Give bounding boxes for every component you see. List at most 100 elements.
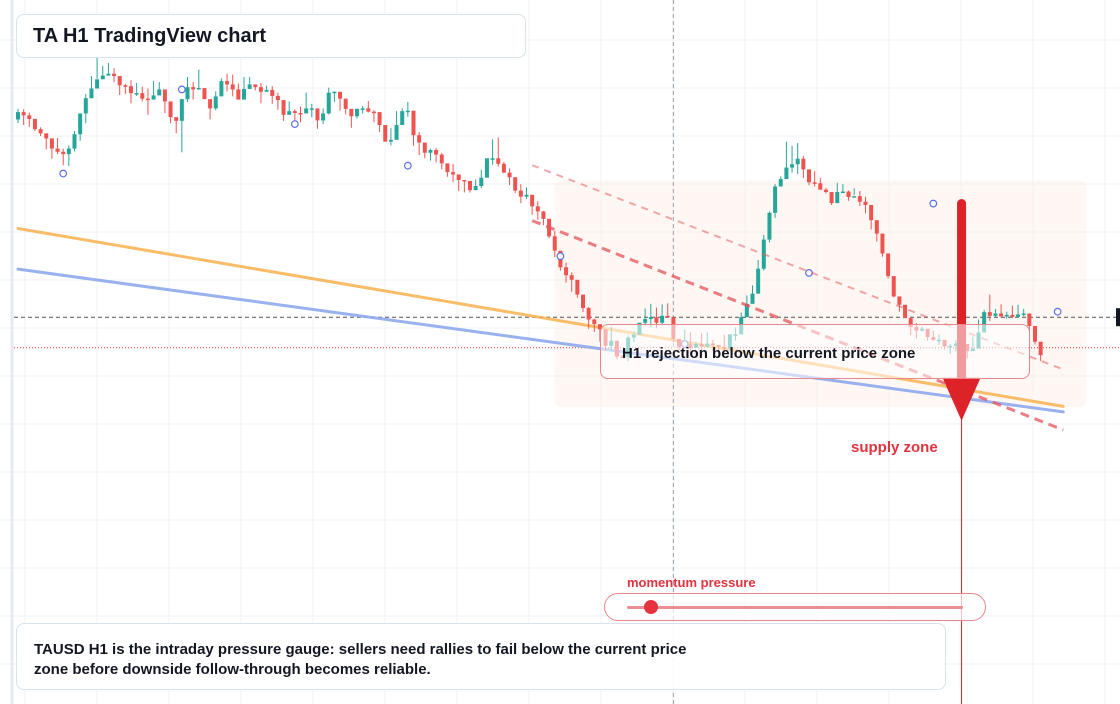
candle-down (846, 191, 851, 198)
candle-down (168, 101, 173, 118)
candle-up (778, 179, 783, 187)
candle-down (377, 112, 382, 126)
candle-down (869, 204, 874, 221)
candle-down (541, 211, 546, 219)
candle-down (552, 236, 557, 251)
candle-up (95, 79, 100, 89)
title-panel: TA H1 TradingView chart (16, 14, 526, 58)
candle-down (411, 110, 416, 136)
candle-down (564, 267, 569, 276)
candle-down (434, 149, 439, 155)
candle-up (78, 113, 83, 135)
candle-down (422, 142, 427, 153)
candle-up (179, 99, 184, 121)
candle-down (44, 133, 49, 139)
candle-up (767, 212, 772, 240)
candle-down (530, 194, 535, 207)
candle-down (129, 86, 133, 94)
chart-title: TA H1 TradingView chart (33, 25, 267, 47)
momentum-gauge-knob[interactable] (643, 600, 658, 614)
candle-up (388, 139, 393, 142)
candle-up (490, 158, 495, 160)
candle-down (61, 151, 66, 155)
candle-down (445, 163, 450, 173)
rejection-label-box: H1 rejection below the current price zon… (600, 324, 1030, 379)
candle-down (535, 206, 540, 212)
candle-down (21, 112, 26, 116)
candle-up (1021, 313, 1026, 316)
candle-down (812, 182, 817, 184)
rejection-label: H1 rejection below the current price zon… (622, 345, 916, 362)
candle-down (298, 113, 303, 115)
candle-down (496, 158, 501, 164)
ema-slow-line (16, 267, 1065, 414)
candle-up (648, 317, 653, 320)
candle-up (1004, 314, 1009, 317)
bearish-arrow-head (942, 377, 981, 421)
candle-down (49, 138, 54, 149)
candle-down (1027, 313, 1032, 326)
signal-marker (177, 85, 186, 94)
candle-down (999, 313, 1004, 317)
candle-down (518, 190, 523, 197)
candle-down (225, 81, 230, 85)
candle-down (513, 177, 518, 191)
candle-up (784, 167, 789, 180)
candle-up (355, 108, 359, 117)
signal-marker (1053, 307, 1062, 316)
candle-down (462, 179, 467, 182)
candle-up (106, 73, 111, 76)
candle-down (292, 111, 297, 114)
signal-marker (59, 169, 68, 178)
candle-up (835, 192, 840, 204)
candle-down (38, 129, 43, 134)
candle-up (196, 88, 201, 90)
description-text: TAUSD H1 is the intraday pressure gauge:… (34, 641, 687, 678)
candle-up (264, 89, 269, 92)
candle-down (468, 180, 472, 191)
candle-down (581, 294, 585, 308)
candle-down (1010, 314, 1015, 317)
candle-down (987, 312, 992, 316)
candle-down (32, 119, 37, 130)
candle-down (117, 76, 122, 86)
candle-down (880, 233, 885, 254)
candle-up (405, 110, 410, 113)
candle-down (891, 276, 896, 297)
candle-down (801, 158, 806, 170)
candle-down (281, 100, 286, 115)
candle-up (242, 88, 246, 100)
candle-down (863, 201, 868, 205)
candle-down (258, 87, 263, 92)
signal-marker (929, 199, 938, 208)
candle-up (309, 108, 314, 110)
candle-down (823, 189, 828, 193)
candle-up (473, 186, 478, 191)
candle-down (507, 172, 512, 178)
candle-up (16, 112, 20, 120)
supply-zone-label: supply zone (851, 439, 938, 456)
candle-down (874, 220, 879, 234)
candle-up (643, 319, 648, 323)
candle-up (134, 93, 139, 95)
candle-up (360, 108, 365, 110)
candle-down (123, 85, 128, 87)
candle-down (1033, 325, 1037, 342)
momentum-gauge[interactable] (604, 593, 986, 621)
momentum-label: momentum pressure (627, 575, 756, 590)
candle-down (371, 111, 376, 114)
candle-down (236, 89, 241, 100)
candle-down (456, 174, 461, 180)
candle-down (315, 108, 320, 121)
candle-down (145, 98, 150, 101)
candle-down (343, 98, 348, 109)
candle-up (840, 191, 845, 194)
candle-up (795, 158, 800, 165)
candle-down (451, 172, 456, 175)
candle-up (247, 84, 252, 89)
candle-up (428, 149, 433, 153)
candle-up (151, 95, 156, 100)
candle-up (66, 148, 71, 155)
candle-up (83, 98, 88, 114)
candle-up (744, 303, 749, 318)
